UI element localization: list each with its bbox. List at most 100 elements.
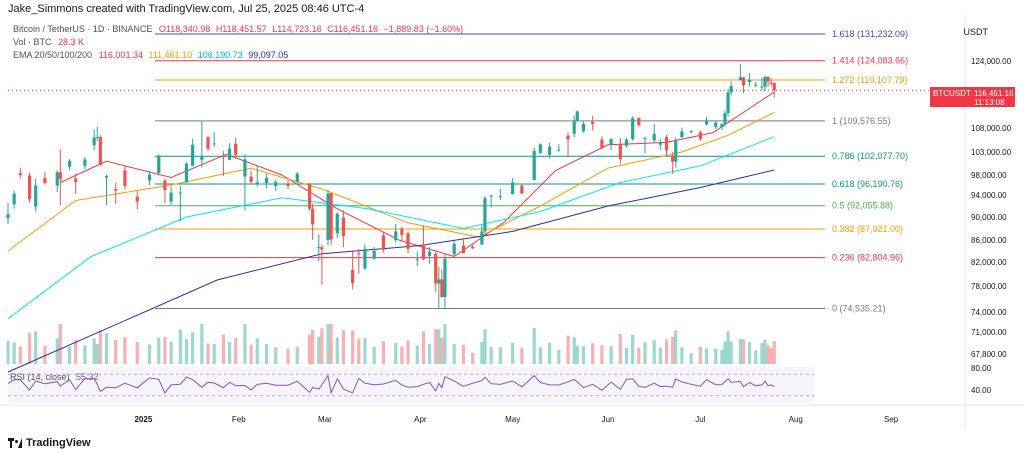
candle-body bbox=[720, 123, 724, 128]
volume-bar bbox=[754, 350, 758, 364]
candle-body bbox=[427, 251, 432, 256]
fib-label: 0.382 (87,921.00) bbox=[832, 224, 903, 234]
candle-body bbox=[511, 182, 515, 194]
volume-bar bbox=[511, 342, 515, 364]
candle-body bbox=[618, 143, 622, 159]
volume-bar bbox=[443, 324, 447, 364]
rsi-label[interactable]: RSI (14, close) bbox=[10, 372, 70, 382]
volume-bar bbox=[631, 334, 635, 364]
rsi-band bbox=[8, 367, 814, 403]
ema100-line bbox=[7, 136, 775, 320]
rsi-axis-label: 40.00 bbox=[971, 386, 992, 395]
fib-label: 0.5 (92,055.88) bbox=[832, 201, 893, 211]
currency-label[interactable]: USDT bbox=[963, 27, 989, 37]
candle-body bbox=[74, 178, 78, 182]
volume-bar bbox=[575, 345, 579, 364]
candle-body bbox=[372, 251, 376, 259]
tradingview-logo[interactable]: TradingView bbox=[8, 437, 91, 449]
candle-body bbox=[381, 235, 386, 250]
volume-bar bbox=[609, 346, 613, 364]
volume-label[interactable]: Vol · BTC bbox=[13, 37, 52, 47]
candle-body bbox=[92, 137, 96, 146]
candle-body bbox=[357, 252, 361, 254]
volume-bar bbox=[43, 345, 47, 364]
volume-bar bbox=[572, 337, 576, 364]
candles bbox=[6, 64, 776, 309]
volume-bar bbox=[163, 336, 167, 364]
ema200-value: 99,097.05 bbox=[248, 50, 289, 60]
candle-body bbox=[480, 231, 484, 245]
candle-body bbox=[191, 144, 195, 166]
candle-body bbox=[671, 155, 675, 162]
ohlc-high: H118,451.57 bbox=[215, 24, 267, 34]
volume-bar bbox=[421, 331, 426, 364]
volume-bar bbox=[498, 347, 502, 364]
price-axis-label: 86,000.00 bbox=[971, 236, 1007, 245]
candle-body bbox=[658, 142, 662, 145]
candle-body bbox=[123, 170, 127, 186]
candle-body bbox=[255, 182, 259, 184]
ohlc-close: C116,451.16 bbox=[327, 24, 379, 34]
candle-body bbox=[6, 214, 10, 219]
volume-bar bbox=[547, 342, 552, 364]
candle-body bbox=[434, 253, 438, 284]
candle-body bbox=[243, 159, 247, 177]
candle-body bbox=[461, 245, 466, 254]
price-axis-label: 71,000.00 bbox=[971, 328, 1007, 337]
volume-bar bbox=[698, 346, 702, 364]
ema-label[interactable]: EMA 20/50/100/200 bbox=[13, 50, 93, 60]
fib-label: 1.272 (119,107.79) bbox=[832, 75, 907, 85]
tradingview-logo-text: TradingView bbox=[26, 437, 91, 449]
fib-label: 1.618 (131,232.09) bbox=[832, 29, 908, 39]
volume-bar bbox=[307, 335, 312, 364]
volume-bar bbox=[6, 340, 10, 364]
volume-bar bbox=[357, 338, 361, 364]
volume-bar bbox=[329, 324, 333, 364]
volume-bar bbox=[249, 344, 253, 364]
candle-body bbox=[631, 118, 635, 140]
ohlc-low: L114,723.16 bbox=[272, 24, 322, 34]
candle-body bbox=[609, 139, 613, 145]
time-axis-label: Jun bbox=[602, 415, 615, 424]
volume-bar bbox=[566, 335, 570, 364]
candle-body bbox=[157, 155, 161, 174]
fib-label: 0.618 (96,190.76) bbox=[832, 179, 903, 189]
candle-body bbox=[581, 123, 586, 132]
candle-body bbox=[320, 247, 324, 250]
volume-bar bbox=[747, 342, 752, 364]
volume-bar bbox=[74, 340, 78, 364]
candle-body bbox=[760, 86, 764, 88]
candle-body bbox=[114, 189, 118, 191]
time-axis-label: Feb bbox=[232, 415, 246, 424]
candle-body bbox=[98, 137, 102, 165]
volume-bar bbox=[274, 347, 278, 364]
volume-value: 28.3 K bbox=[58, 37, 85, 47]
rsi-legend: RSI (14, close) 55.32 bbox=[10, 372, 99, 382]
candle-body bbox=[147, 174, 152, 181]
candle-body bbox=[212, 143, 216, 145]
volume-bar bbox=[286, 348, 290, 364]
volume-bar bbox=[600, 345, 604, 364]
last-price-tag: BTCUSDT 116,451.16 11:13:08 bbox=[930, 87, 1015, 107]
symbol-title[interactable]: Bitcoin / TetherUS · 1D · BINANCE bbox=[13, 24, 153, 34]
volume-bar bbox=[123, 337, 127, 364]
candle-body bbox=[221, 156, 226, 158]
price-axis-label: 82,000.00 bbox=[971, 258, 1007, 267]
ema100-value: 106,190.73 bbox=[197, 50, 243, 60]
candle-body bbox=[483, 198, 487, 232]
volume-bar bbox=[255, 338, 259, 364]
time-axis-label: Sep bbox=[884, 415, 899, 424]
candle-body bbox=[317, 247, 321, 249]
volume-bar bbox=[184, 339, 189, 364]
volume-bar bbox=[92, 338, 96, 364]
candle-body bbox=[307, 184, 312, 209]
time-axis-label: 2025 bbox=[134, 415, 152, 424]
volume-bar bbox=[680, 347, 684, 364]
volume-bar bbox=[341, 330, 346, 364]
candle-body bbox=[557, 149, 561, 151]
time-axis: 2025 Feb Mar Apr May Jun Jul Aug Sep bbox=[134, 415, 898, 424]
volume-bar bbox=[191, 332, 195, 364]
volume-legend: Vol · BTC 28.3 K bbox=[13, 37, 84, 47]
candle-body bbox=[741, 77, 746, 86]
